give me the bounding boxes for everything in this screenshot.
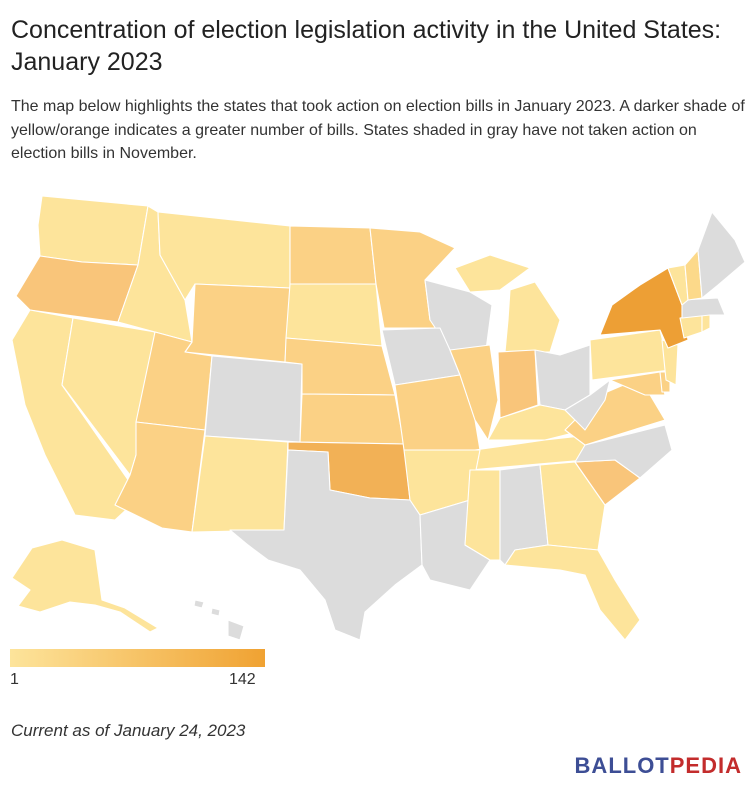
chart-title: Concentration of election legislation ac…: [11, 16, 722, 76]
state-florida: [504, 544, 641, 641]
us-states-map: [11, 195, 746, 641]
state-michigan-lower: [504, 281, 561, 353]
state-connecticut: [679, 314, 703, 339]
state-massachusetts: [681, 297, 726, 319]
state-georgia: [539, 461, 606, 551]
logo-part-pedia: PEDIA: [669, 753, 742, 778]
state-washington: [37, 195, 149, 266]
chart-description: The map below highlights the states that…: [11, 98, 745, 162]
state-kansas: [299, 393, 405, 445]
state-texas: [229, 449, 423, 641]
state-north-dakota: [289, 225, 377, 285]
state-arizona: [114, 421, 206, 533]
legend-color-scale: [10, 649, 265, 667]
ballotpedia-logo[interactable]: BALLOTPEDIA: [575, 753, 742, 779]
state-rhode-island: [701, 314, 711, 333]
legend-max-label: 142: [229, 671, 256, 688]
state-maryland: [609, 371, 666, 396]
state-maine: [697, 211, 746, 299]
state-new-mexico: [191, 435, 289, 533]
state-missouri: [394, 374, 481, 451]
state-west-virginia: [564, 379, 611, 431]
state-alaska: [11, 539, 159, 633]
state-south-dakota: [285, 283, 383, 347]
logo-part-ballot: BALLOT: [574, 753, 670, 778]
state-wyoming: [184, 283, 291, 363]
state-hawaii: [193, 599, 245, 641]
state-nebraska: [284, 337, 396, 396]
state-mississippi: [464, 469, 501, 561]
footnote: Current as of January 24, 2023: [11, 721, 246, 740]
state-michigan-upper: [454, 254, 531, 293]
state-colorado: [204, 355, 303, 443]
legend-min-label: 1: [10, 671, 19, 688]
state-north-carolina: [574, 424, 673, 479]
state-indiana: [497, 349, 539, 419]
